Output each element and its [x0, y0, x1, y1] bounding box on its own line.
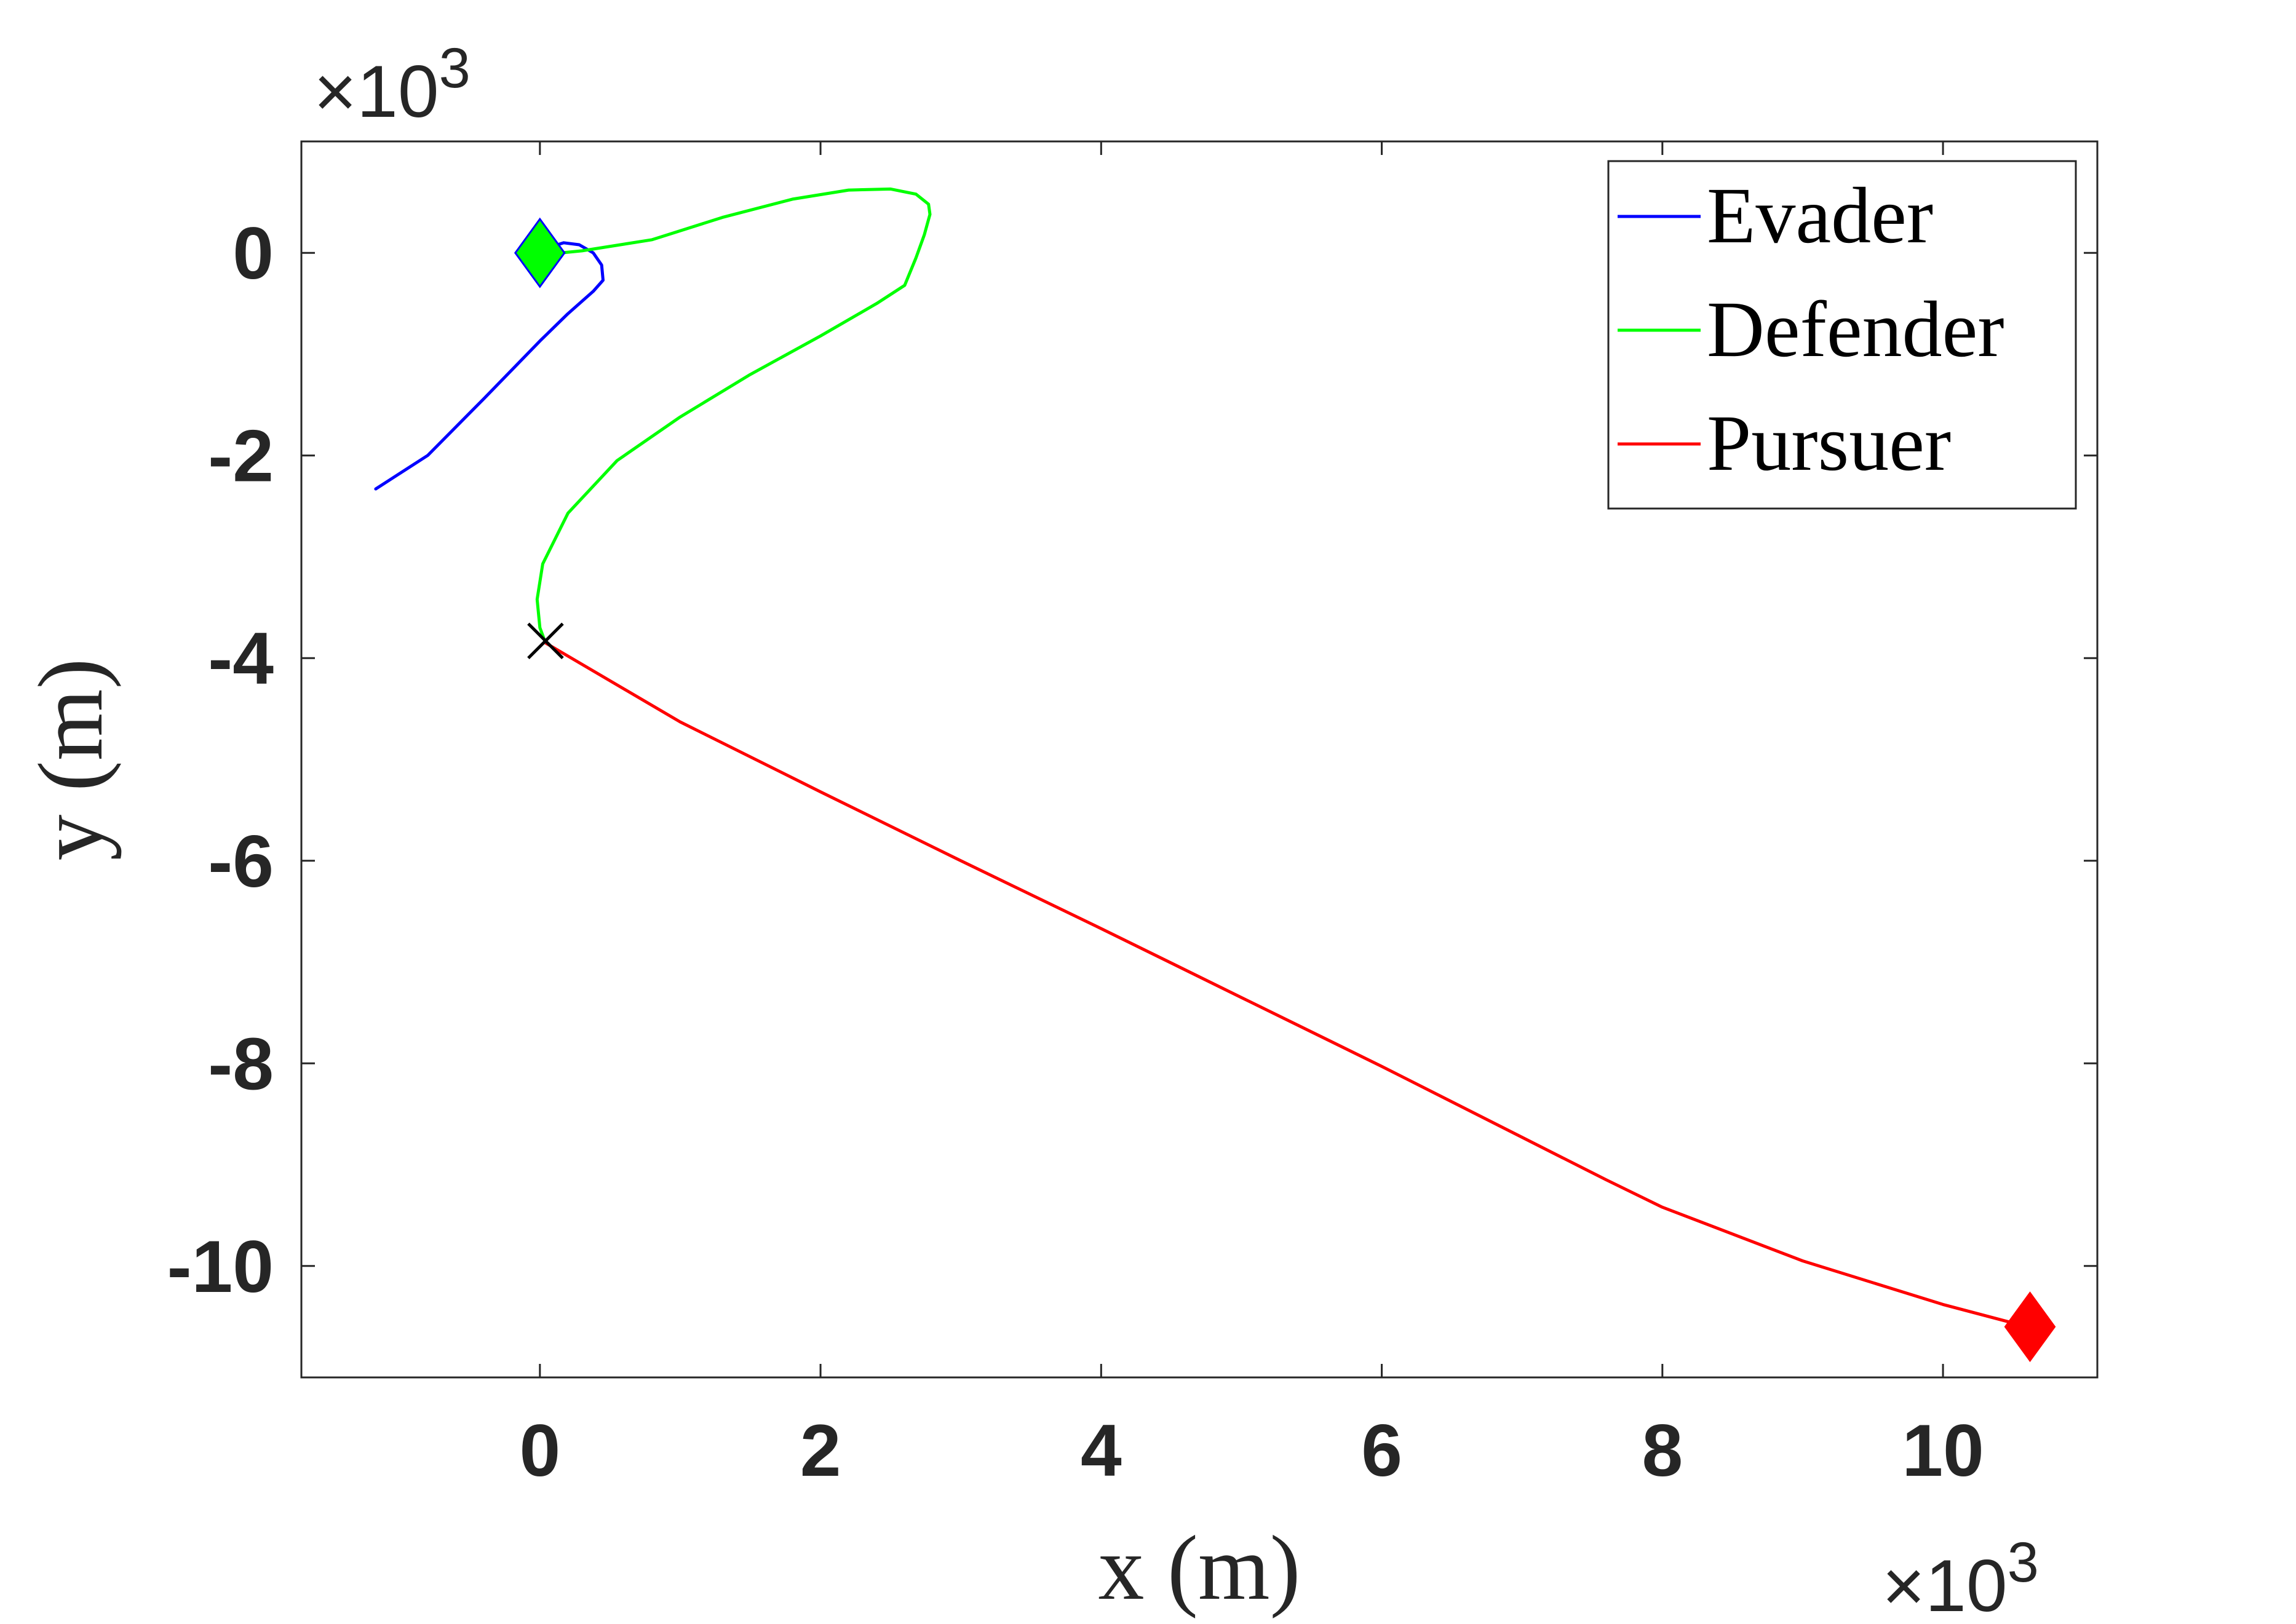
x-tick-label: 6	[1361, 1409, 1402, 1492]
y-tick-label: 0	[232, 212, 274, 295]
legend-label: Pursuer	[1707, 399, 1951, 488]
legend-box	[1607, 160, 2077, 510]
y-axis-multiplier: ×103	[314, 37, 471, 133]
y-tick-label: -8	[208, 1023, 274, 1105]
ticks-layer: 0 2 4 6 8 10 0 -2 -4 -6 -8 -10	[167, 141, 2097, 1492]
y-tick-label: -4	[208, 617, 274, 700]
x-tick-label: 10	[1902, 1409, 1984, 1492]
x-tick-label: 8	[1642, 1409, 1683, 1492]
legend-item-evader: Evader	[1618, 172, 1933, 260]
x-tick-label: 2	[800, 1409, 841, 1492]
series-line-pursuer	[544, 641, 2029, 1329]
legend-item-defender: Defender	[1618, 285, 2004, 374]
y-tick-label: -2	[208, 415, 274, 497]
legend-label: Evader	[1707, 172, 1933, 260]
x-axis-multiplier: ×103	[1882, 1531, 2039, 1624]
x-axis-title: x (m)	[1098, 1517, 1300, 1619]
legend: Evader Defender Pursuer	[1607, 160, 2077, 510]
y-axis-title: y (m)	[20, 658, 122, 860]
legend-items: Evader Defender Pursuer	[1618, 172, 2004, 488]
pursuer-start-marker	[2004, 1291, 2056, 1363]
evader-defender-start-marker	[514, 217, 566, 288]
markers-layer	[514, 217, 2056, 1363]
x-tick-label: 4	[1081, 1409, 1122, 1492]
intercept-point-marker	[527, 622, 564, 660]
y-tick-label: -6	[208, 820, 274, 903]
x-tick-label: 0	[519, 1409, 560, 1492]
legend-item-pursuer: Pursuer	[1618, 399, 1951, 488]
legend-label: Defender	[1707, 285, 2004, 374]
y-tick-label: -10	[167, 1226, 274, 1308]
intercept-point-stroke-b	[527, 622, 564, 660]
series-line-defender	[535, 187, 932, 644]
